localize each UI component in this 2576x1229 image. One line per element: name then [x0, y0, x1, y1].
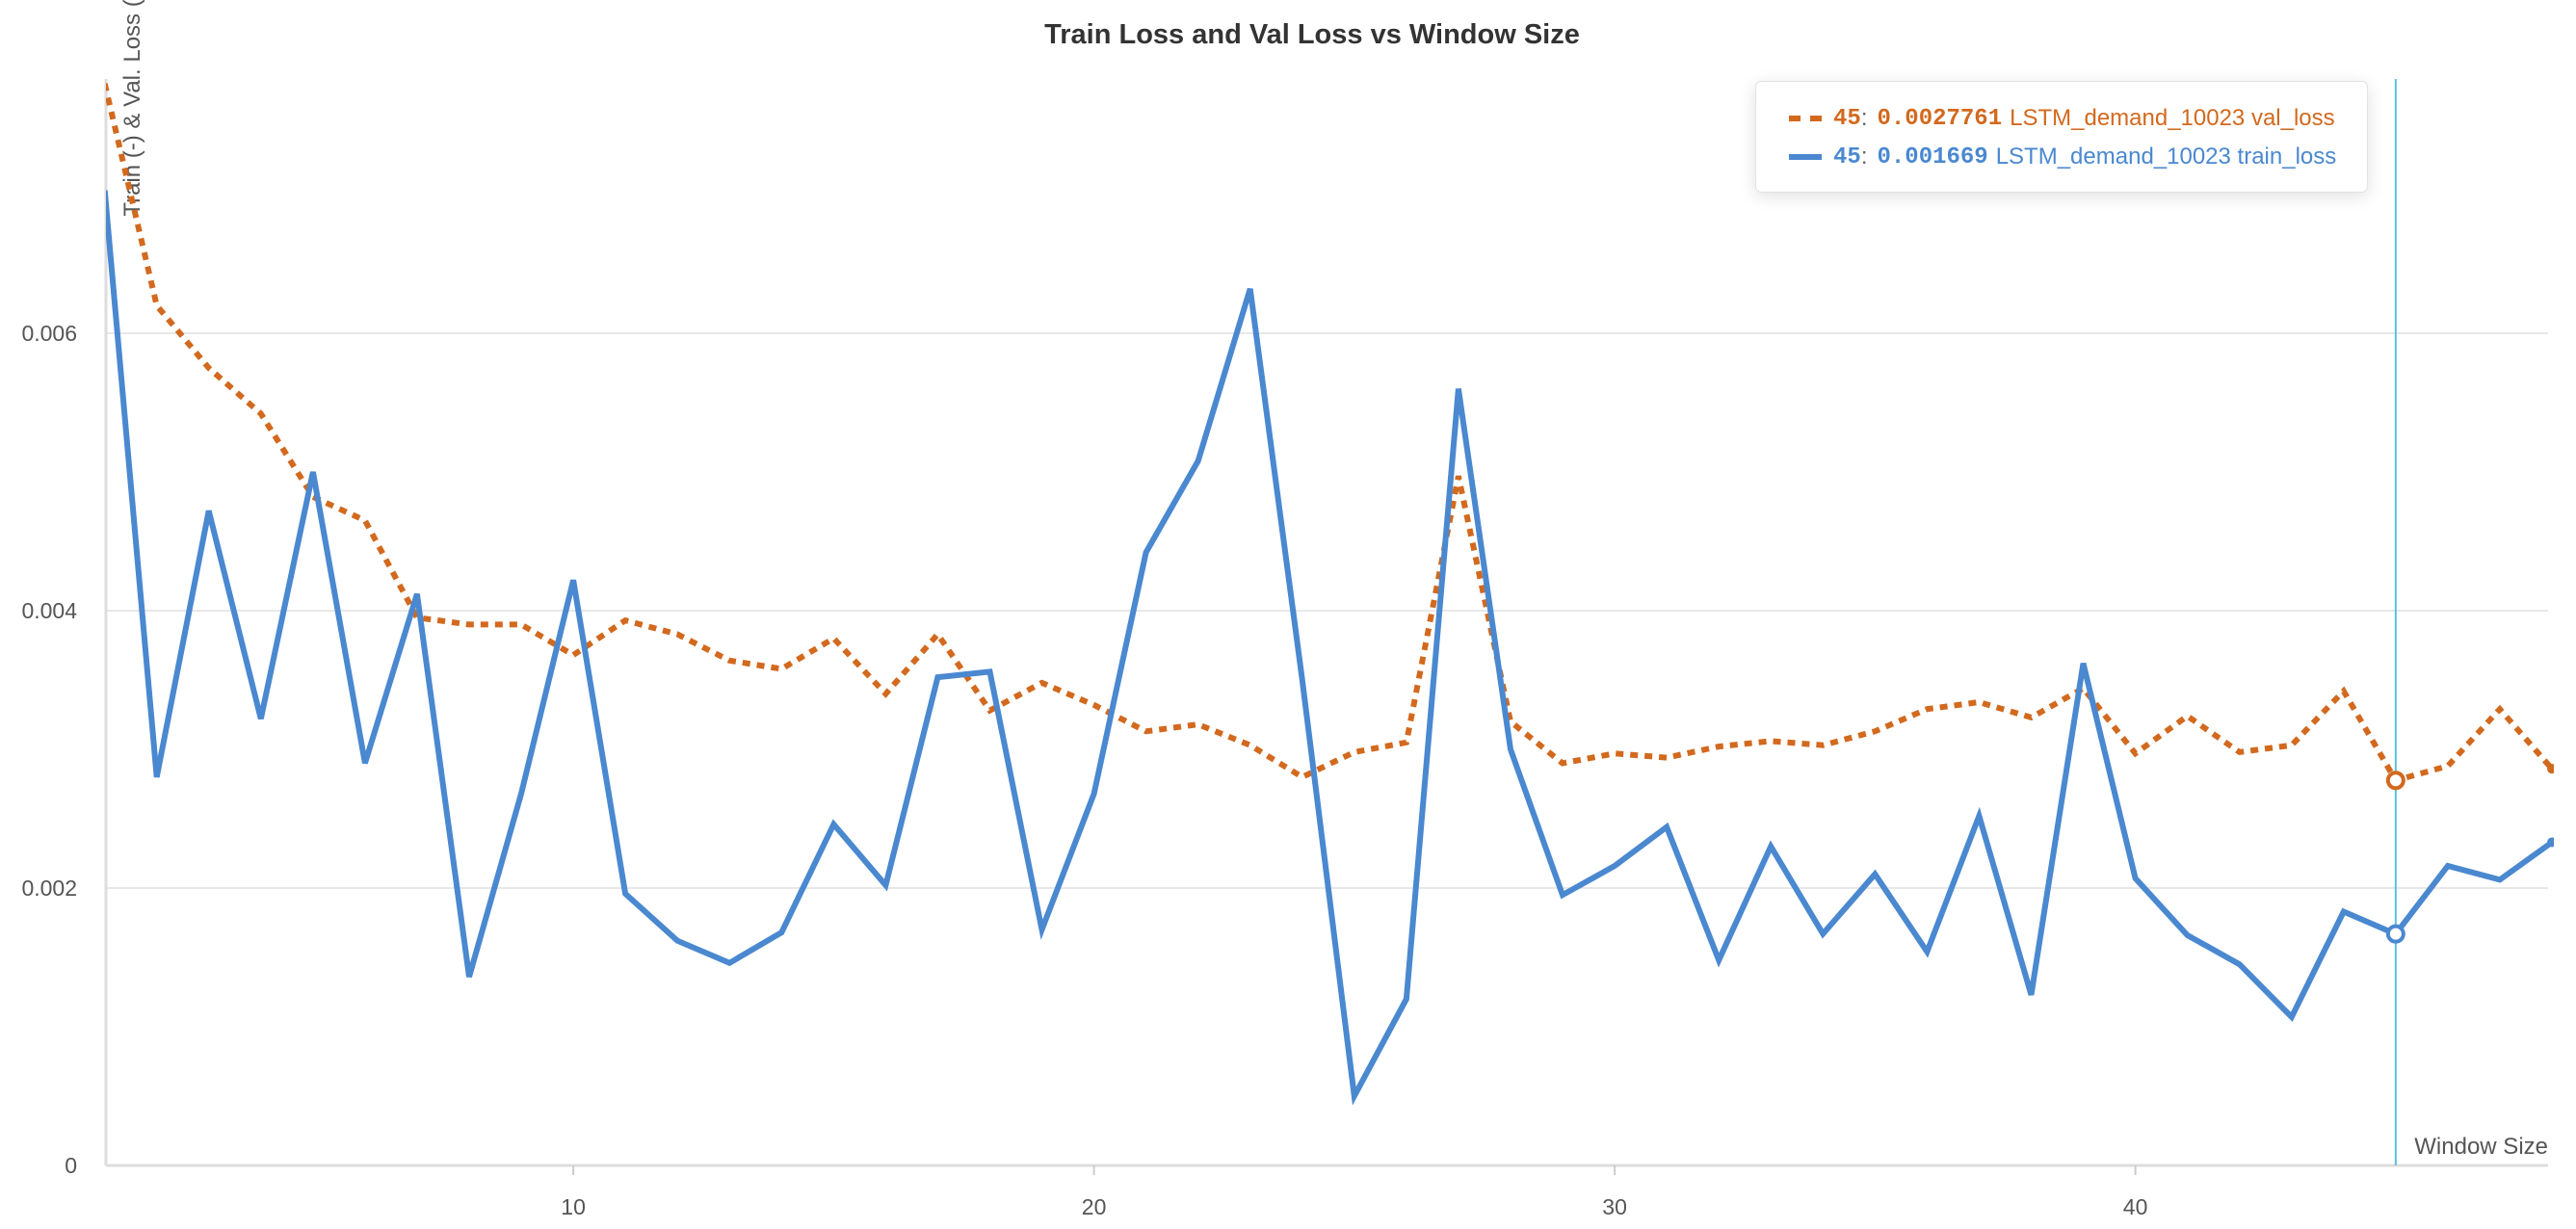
- y-axis-label: Train (-) & Val. Loss (--): [119, 0, 145, 217]
- hover-point: [2385, 771, 2405, 791]
- legend-series-name: LSTM_demand_10023 train_loss: [1995, 144, 2337, 170]
- grid-lines: [106, 332, 2548, 889]
- y-tick-label: 0.004: [21, 598, 77, 623]
- train-loss-line: [106, 190, 2554, 1106]
- y-tick-labels: 0 0.002 0.004 0.006: [21, 321, 77, 1178]
- series-end-point: [2547, 837, 2554, 848]
- x-tick-label: 30: [1602, 1194, 1627, 1219]
- legend-item-train-loss[interactable]: 45 : 0.001669 LSTM_demand_10023 train_lo…: [1789, 138, 2336, 176]
- x-tick-labels: 10 20 30 40: [561, 1165, 2147, 1219]
- x-axis-label: Window Size: [2414, 1134, 2548, 1160]
- legend-colon: :: [1860, 144, 1868, 170]
- legend-y-value: 0.0027761: [1877, 105, 2003, 132]
- legend-y-value: 0.001669: [1877, 144, 1988, 170]
- hover-point: [2385, 924, 2405, 944]
- chart-title: Train Loss and Val Loss vs Window Size: [1044, 19, 1580, 50]
- dashed-line-swatch-icon: [1789, 116, 1822, 121]
- val-loss-line: [106, 83, 2554, 784]
- x-tick-label: 40: [2123, 1194, 2148, 1219]
- series-end-point: [2547, 764, 2554, 774]
- solid-line-swatch-icon: [1789, 154, 1822, 160]
- y-tick-label: 0.002: [21, 876, 77, 901]
- series-lines: [106, 83, 2554, 1106]
- legend-x-value: 45: [1833, 105, 1861, 132]
- legend-item-val-loss[interactable]: 45 : 0.0027761 LSTM_demand_10023 val_los…: [1789, 99, 2335, 138]
- y-tick-label: 0.006: [21, 321, 77, 346]
- hover-cursor[interactable]: [2385, 79, 2405, 1165]
- x-tick-label: 20: [1082, 1194, 1107, 1219]
- legend-x-value: 45: [1833, 144, 1861, 170]
- axes: [104, 79, 2548, 1167]
- x-tick-label: 10: [561, 1194, 586, 1219]
- y-tick-label: 0: [65, 1153, 77, 1178]
- legend-colon: :: [1860, 105, 1868, 131]
- legend-series-name: LSTM_demand_10023 val_loss: [2010, 105, 2335, 131]
- legend: 45 : 0.0027761 LSTM_demand_10023 val_los…: [1755, 81, 2368, 193]
